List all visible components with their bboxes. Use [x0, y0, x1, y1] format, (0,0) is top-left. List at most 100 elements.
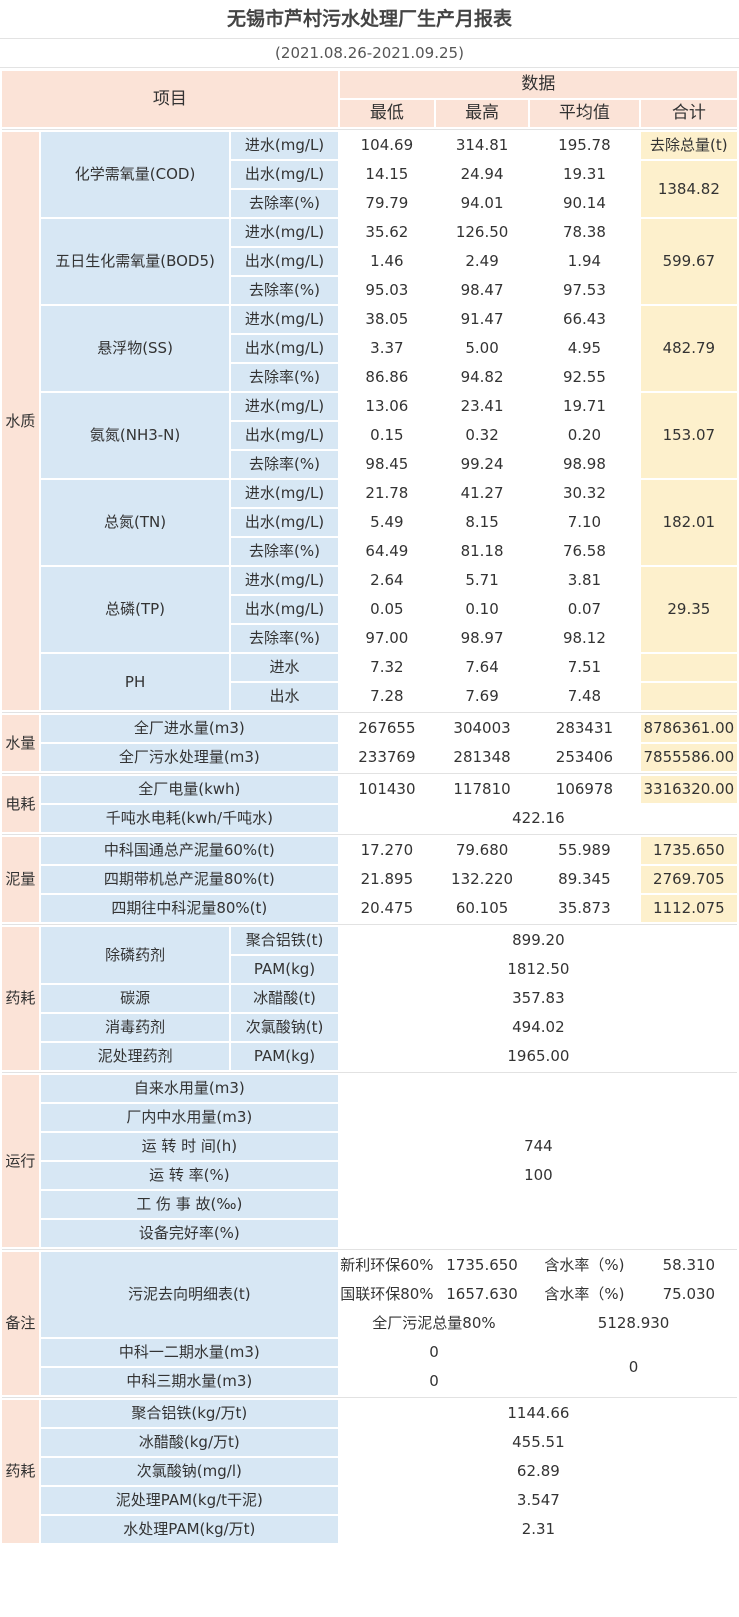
table-row: 项目 数据 [2, 71, 737, 127]
plant-total-name: 全厂污泥总量80% [339, 1310, 529, 1337]
table-row: 泥量 中科国通总产泥量60%(t) 17.270 79.680 55.989 1735.6… [2, 837, 737, 922]
table-row: 泥处理药剂 PAM(kg) 1965.00 [2, 1043, 737, 1070]
value-min: 97.00 [339, 625, 434, 652]
table-row: 厂内中水用量(m3) [2, 1104, 737, 1131]
value-max: 98.97 [435, 625, 529, 652]
row-name: 四期带机总产泥量80%(t) [40, 866, 338, 893]
value-max: 5.00 [435, 335, 529, 362]
table-row: 出水(mg/L) 1.46 2.49 1.94 [2, 248, 737, 275]
table-row: 消毒药剂 次氯酸钠(t) 494.02 [2, 1014, 737, 1041]
total-empty [640, 654, 737, 681]
value-avg: 0.07 [530, 596, 639, 623]
param-sub-label: 进水 [231, 654, 338, 681]
value-avg: 92.55 [530, 364, 639, 391]
param-sub-label: 去除率(%) [231, 190, 338, 217]
param-sub-label: 去除率(%) [231, 364, 338, 391]
value-min: 86.86 [339, 364, 434, 391]
row-name: 设备完好率(%) [40, 1220, 338, 1247]
dest-value: 1735.650 [435, 1252, 529, 1279]
param-sub-label: 进水(mg/L) [231, 480, 338, 507]
group-label-water-volume: 水量 [2, 715, 39, 771]
value-merged: 1144.66 [339, 1400, 737, 1427]
value-min: 2.64 [339, 567, 434, 594]
value-avg: 19.31 [530, 161, 639, 188]
table-row: 设备完好率(%) [2, 1220, 737, 1247]
param-name: 总氮(TN) [40, 480, 230, 565]
table-row: 冰醋酸(kg/万t) 455.51 [2, 1429, 737, 1456]
value-merged: 3.547 [339, 1487, 737, 1514]
value-max: 2.49 [435, 248, 529, 275]
table-row: 千吨水电耗(kwh/千吨水) 422.16 [2, 805, 737, 832]
value-min: 98.45 [339, 451, 434, 478]
value-max: 304003 [435, 715, 529, 742]
total-empty [640, 683, 737, 710]
value-merged: 494.02 [339, 1014, 737, 1041]
param-sub-label: 去除率(%) [231, 451, 338, 478]
row-name: 自来水用量(m3) [40, 1075, 338, 1102]
value-avg: 98.12 [530, 625, 639, 652]
table-row: 出水(mg/L) 0.15 0.32 0.20 [2, 422, 737, 449]
moisture-value: 75.030 [640, 1281, 737, 1308]
value-avg: 89.345 [530, 866, 639, 893]
header-max: 最高 [435, 100, 529, 127]
chem-name: 次氯酸钠(t) [231, 1014, 338, 1041]
value-avg: 97.53 [530, 277, 639, 304]
table-row: 备注 污泥去向明细表(t) 新利环保60% 1735.650 含水率（%) 58.310 [2, 1252, 737, 1395]
table-row: 运 转 时 间(h) 744 [2, 1133, 737, 1160]
value-max: 7.64 [435, 654, 529, 681]
section-divider [2, 834, 737, 835]
param-sub-label: 去除率(%) [231, 277, 338, 304]
removal-total-value: 599.67 [640, 219, 737, 304]
group-label-operation: 运行 [2, 1075, 39, 1247]
value-max: 81.18 [435, 538, 529, 565]
removal-total-value: 1384.82 [640, 161, 737, 217]
row-name: 冰醋酸(kg/万t) [40, 1429, 338, 1456]
value-min: 101430 [339, 776, 434, 803]
table-row: 全厂污泥总量80% 5128.930 [2, 1310, 737, 1337]
value-merged: 2.31 [339, 1516, 737, 1543]
value-avg: 78.38 [530, 219, 639, 246]
table-row: 去除率(%) 97.00 98.97 98.12 [2, 625, 737, 652]
value-merged: 62.89 [339, 1458, 737, 1485]
table-row: 去除率(%) 98.45 99.24 98.98 [2, 451, 737, 478]
removal-total-value: 182.01 [640, 480, 737, 565]
param-sub-label: 出水(mg/L) [231, 335, 338, 362]
table-row: 工 伤 事 故(‰) [2, 1191, 737, 1218]
row-name: 全厂电量(kwh) [40, 776, 338, 803]
chem-group: 消毒药剂 [40, 1014, 230, 1041]
row-name: 污泥去向明细表(t) [40, 1252, 338, 1337]
chem-name: PAM(kg) [231, 956, 338, 983]
value-total: 8786361.00 [640, 715, 737, 742]
value-min: 14.15 [339, 161, 434, 188]
plant-total-value: 5128.930 [530, 1310, 737, 1337]
group-label-chemicals: 药耗 [2, 927, 39, 1070]
removal-total-label: 去除总量(t) [640, 132, 737, 159]
value-total: 7855586.00 [640, 744, 737, 771]
table-row: 去除率(%) 95.03 98.47 97.53 [2, 277, 737, 304]
value-max: 99.24 [435, 451, 529, 478]
value-max: 5.71 [435, 567, 529, 594]
value-merged: 1812.50 [339, 956, 737, 983]
param-name: 总磷(TP) [40, 567, 230, 652]
value-merged [339, 1104, 737, 1131]
value-avg: 90.14 [530, 190, 639, 217]
value-min: 0.05 [339, 596, 434, 623]
value-merged: 899.20 [339, 927, 737, 954]
value-avg: 283431 [530, 715, 639, 742]
table-row: 泥处理PAM(kg/t干泥) 3.547 [2, 1487, 737, 1514]
value-merged: 100 [339, 1162, 737, 1189]
table-row: 总磷(TP) 进水(mg/L) 2.64 5.71 3.81 29.35 [2, 567, 737, 652]
row-name: 运 转 时 间(h) [40, 1133, 338, 1160]
removal-total-value: 153.07 [640, 393, 737, 478]
param-sub-label: 进水(mg/L) [231, 132, 338, 159]
row-name: 中科一二期水量(m3) [40, 1339, 338, 1366]
table-row: 四期往中科泥量80%(t) 20.475 60.105 35.873 1112.075 [2, 895, 737, 922]
value-min: 38.05 [339, 306, 434, 333]
param-sub-label: 进水(mg/L) [231, 393, 338, 420]
dest-name: 国联环保80% [339, 1281, 434, 1308]
param-sub-label: 出水(mg/L) [231, 509, 338, 536]
value-min: 95.03 [339, 277, 434, 304]
dest-name: 新利环保60% [339, 1252, 434, 1279]
value-avg: 195.78 [530, 132, 639, 159]
table-row: 国联环保80% 1657.630 含水率（%) 75.030 [2, 1281, 737, 1308]
